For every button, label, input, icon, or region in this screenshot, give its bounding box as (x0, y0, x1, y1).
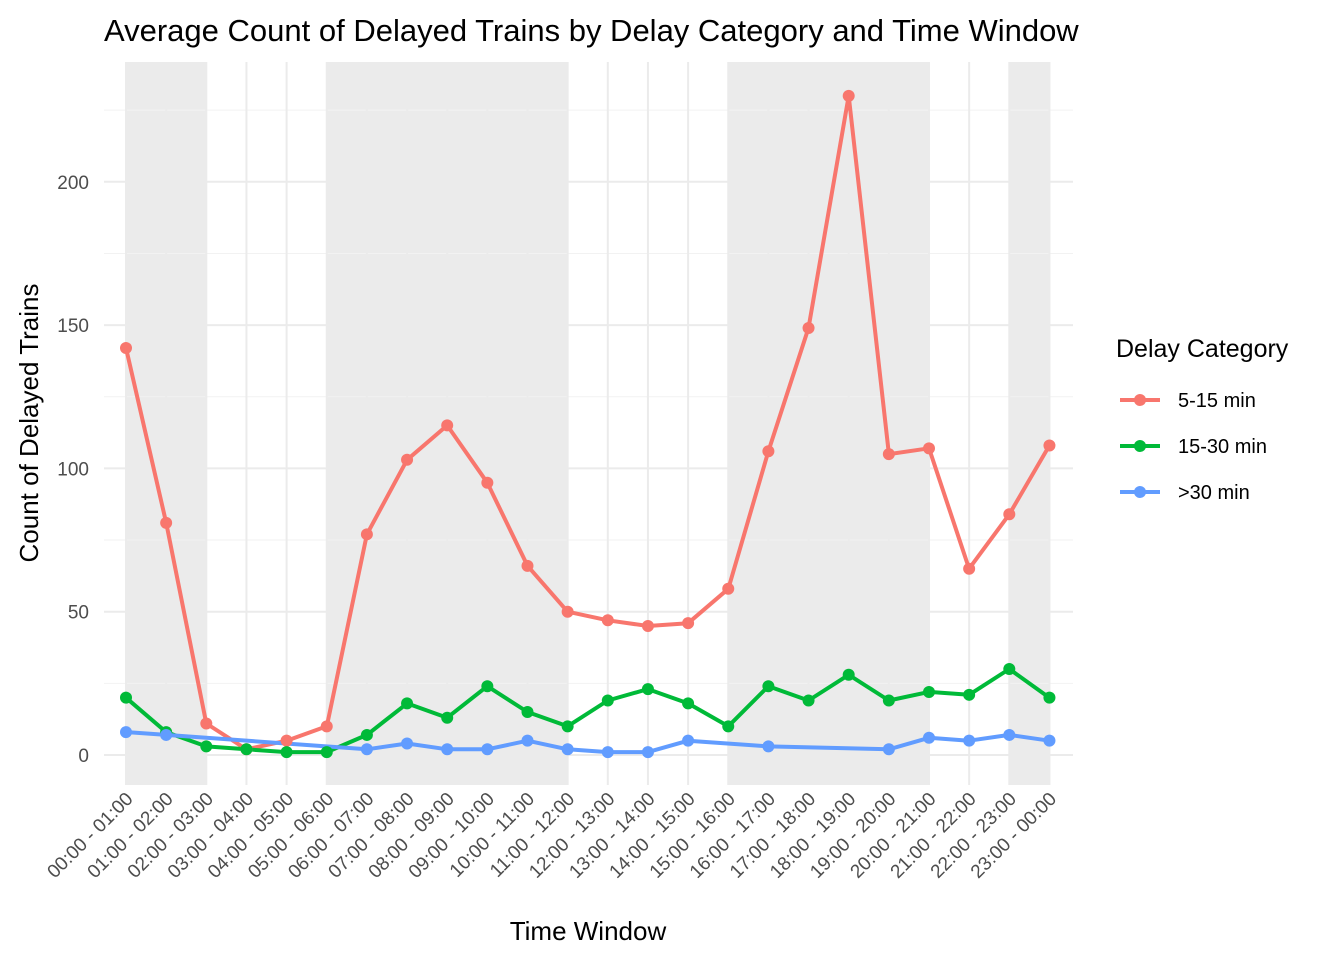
y-tick-label: 200 (57, 173, 89, 194)
series-points (120, 89, 1056, 759)
data-point (200, 717, 213, 730)
data-point (923, 685, 935, 698)
y-tick-label: 100 (57, 459, 89, 480)
legend: Delay Category 5-15 min 15-30 min >30 min (1116, 335, 1289, 504)
data-point (441, 711, 454, 724)
data-point (280, 734, 293, 747)
data-point (481, 680, 494, 693)
data-point (923, 731, 935, 744)
shaded-band (728, 62, 929, 785)
shaded-bands (126, 62, 1050, 785)
data-point (963, 688, 976, 701)
y-tick-label: 50 (68, 603, 89, 624)
legend-item: >30 min (1120, 482, 1250, 504)
data-point (561, 605, 574, 618)
data-point (641, 683, 654, 696)
data-point (802, 694, 815, 707)
data-point (842, 668, 855, 681)
data-point (802, 321, 815, 334)
data-point (360, 728, 373, 741)
data-point (521, 734, 534, 747)
data-point (641, 620, 654, 633)
data-point (682, 697, 695, 710)
data-point (521, 559, 534, 572)
chart-title: Average Count of Delayed Trains by Delay… (104, 13, 1079, 48)
data-point (762, 740, 775, 753)
data-point (441, 419, 454, 432)
data-point (682, 617, 695, 630)
legend-label: >30 min (1178, 482, 1250, 504)
data-point (882, 448, 895, 461)
data-point (120, 342, 132, 355)
data-point (320, 720, 333, 733)
data-point (762, 445, 775, 458)
data-point (1003, 508, 1016, 521)
legend-label: 5-15 min (1178, 390, 1256, 412)
data-point (200, 740, 213, 753)
data-point (240, 743, 253, 756)
plot-panel (104, 62, 1073, 785)
data-point (401, 697, 414, 710)
legend-item: 5-15 min (1120, 390, 1256, 412)
data-point (882, 694, 895, 707)
y-axis-ticks: 0 50 100 150 200 (57, 173, 89, 767)
data-point (521, 706, 534, 719)
legend-key-point (1134, 394, 1146, 406)
data-point (1043, 734, 1056, 747)
data-point (722, 582, 735, 595)
data-point (280, 746, 293, 759)
data-point (320, 746, 333, 759)
legend-key-point (1134, 486, 1146, 498)
data-point (963, 562, 976, 575)
data-point (401, 737, 414, 750)
legend-item: 15-30 min (1120, 436, 1267, 458)
data-point (120, 726, 132, 739)
y-tick-label: 0 (78, 746, 89, 767)
data-point (1043, 439, 1056, 452)
data-point (481, 743, 494, 756)
data-point (120, 691, 132, 704)
data-point (601, 614, 614, 627)
data-point (963, 734, 976, 747)
data-point (682, 734, 695, 747)
legend-label: 15-30 min (1178, 436, 1267, 458)
data-point (601, 694, 614, 707)
data-point (160, 728, 173, 741)
data-point (722, 720, 735, 733)
data-point (441, 743, 454, 756)
data-point (1003, 728, 1016, 741)
data-point (401, 453, 414, 466)
series-line (124, 667, 1052, 755)
data-point (882, 743, 895, 756)
data-point (561, 743, 574, 756)
data-point (762, 680, 775, 693)
data-point (561, 720, 574, 733)
data-point (160, 516, 173, 529)
x-axis-title: Time Window (510, 916, 667, 946)
y-axis-title: Count of Delayed Trains (14, 284, 44, 563)
data-point (601, 746, 614, 759)
data-point (923, 442, 935, 455)
data-point (1003, 663, 1016, 676)
shaded-band (1009, 62, 1050, 785)
data-point (360, 743, 373, 756)
data-point (842, 89, 855, 102)
y-tick-label: 150 (57, 316, 89, 337)
legend-title: Delay Category (1116, 335, 1289, 363)
data-point (360, 528, 373, 541)
data-point (481, 476, 494, 489)
legend-key-point (1134, 440, 1146, 452)
data-point (641, 746, 654, 759)
data-point (1043, 691, 1056, 704)
